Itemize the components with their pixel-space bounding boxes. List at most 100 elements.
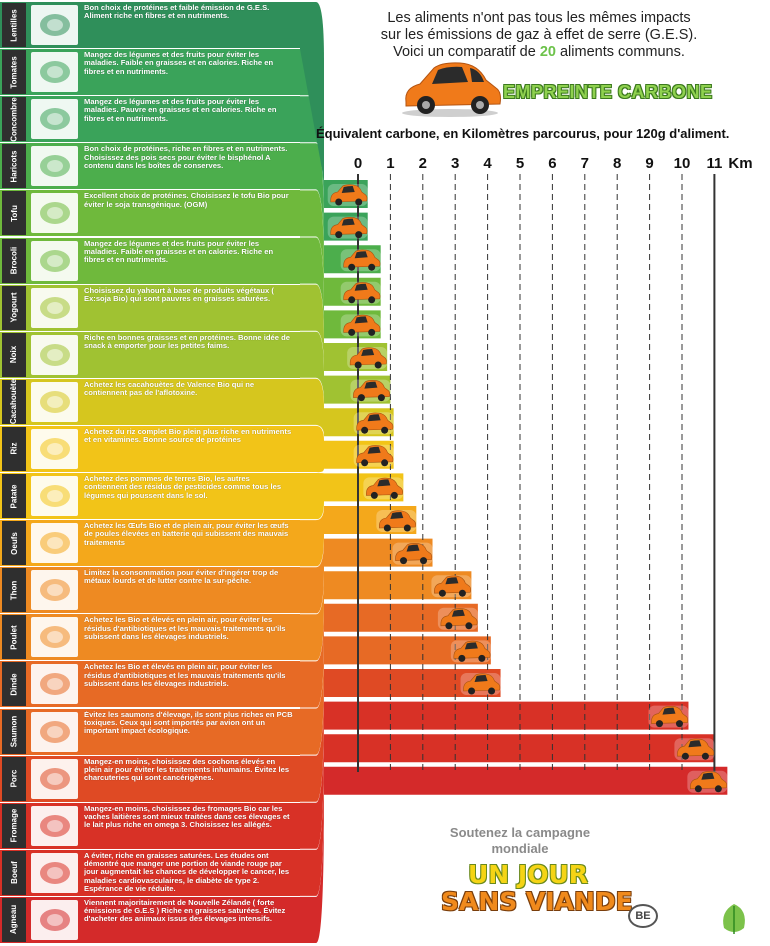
slogan-sans-viande: SANS VIANDE [441, 887, 633, 916]
car-icon [648, 705, 689, 728]
food-description: Viennent majoritairement de Nouvelle Zél… [84, 898, 286, 924]
food-row: Dinde Achetez les Bio et élevés en plein … [0, 661, 300, 708]
food-name-tab: Tomates [2, 50, 26, 95]
food-description: A éviter, riche en graisses saturées. Le… [84, 851, 290, 893]
food-description: Excellent choix de protéines. Choisissez… [84, 192, 289, 209]
food-row: Porc Mangez-en moins, choisissez des coch… [0, 755, 300, 802]
food-row: Oeufs Achetez les Œufs Bio et de plein ai… [0, 520, 300, 567]
car-icon [460, 673, 501, 695]
food-description: Achetez des pommes de terres Bio, les au… [84, 475, 282, 500]
food-row: Agneau Viennent majoritairement de Nouvel… [0, 896, 300, 943]
x-tick-label: 10 [674, 155, 691, 172]
food-row: Tomates Mangez des légumes et des fruits … [0, 49, 300, 96]
car-icon [340, 249, 381, 272]
food-description: Bon choix de protéines, riche en fibres … [84, 145, 288, 170]
x-tick-label: 9 [645, 155, 653, 172]
x-tick-label: 4 [483, 155, 492, 172]
car-icon [376, 510, 417, 532]
food-row: Poulet Achetez les Bio et élevés en plein… [0, 614, 300, 661]
car-icon [327, 184, 368, 206]
food-row: Boeuf A éviter, riche en graisses saturée… [0, 849, 300, 896]
rice-icon [31, 428, 78, 469]
car-icon [363, 477, 404, 500]
food-row: Saumon Évitez les saumons d'élevage, ils … [0, 708, 300, 755]
tuna-icon [31, 570, 78, 611]
headline-line-1: Les aliments n'ont pas tous les mêmes im… [387, 10, 691, 26]
food-row: Noix Riche en bonnes graisses et en proté… [0, 331, 300, 378]
x-unit-label: Km [728, 155, 752, 172]
campaign-text: Soutenez la campagne mondiale [405, 825, 635, 857]
food-description: Riche en bonnes graisses et en protéines… [84, 333, 290, 350]
food-row: Haricots Bon choix de protéines, riche en… [0, 143, 300, 190]
x-tick-label: 3 [451, 155, 459, 172]
car-icon [353, 412, 394, 435]
food-name-tab: Oeufs [2, 521, 26, 566]
food-description: Limitez la consommation pour éviter d'in… [84, 569, 279, 586]
x-tick-label: 0 [354, 155, 362, 172]
tofu-icon [31, 193, 78, 234]
food-description: Mangez des légumes et des fruits pour év… [84, 98, 277, 123]
headline: Les aliments n'ont pas tous les mêmes im… [354, 10, 724, 61]
food-name-tab: Porc [2, 756, 26, 801]
yogurt-icon [31, 287, 78, 328]
car-icon [437, 607, 478, 630]
car-icon [327, 216, 368, 239]
food-row: Patate Achetez des pommes de terres Bio, … [0, 473, 300, 520]
food-name-tab: Cacahouète [2, 379, 26, 425]
turkey-icon [31, 664, 78, 705]
food-description: Évitez les saumons d'élevage, ils sont p… [84, 710, 293, 736]
food-description: Mangez-en moins, choisissez des cochons … [84, 757, 290, 783]
chart-title: Équivalent carbone, en Kilomètres parcou… [316, 126, 730, 141]
x-tick-label: 5 [516, 155, 524, 172]
lentils-icon [31, 5, 78, 46]
bar-tofu [300, 190, 381, 306]
x-tick-label: 8 [613, 155, 621, 172]
car-icon [687, 770, 728, 793]
food-description: Mangez des légumes et des fruits pour év… [84, 51, 274, 76]
peanut-icon [31, 381, 78, 422]
food-description: Choisissez du yahourt à base de produits… [84, 286, 274, 303]
beans-icon [31, 146, 78, 187]
bar-poulet [300, 571, 472, 661]
food-row: Thon Limitez la consommation pour éviter … [0, 567, 300, 614]
food-description: Achetez les Œufs Bio et de plein air, po… [84, 522, 289, 547]
headline-count: 20 [539, 44, 556, 60]
food-row: Concombre Mangez des légumes et des fruit… [0, 96, 300, 143]
food-description: Mangez-en moins, choisissez des fromages… [84, 804, 290, 830]
food-name-tab: Boeuf [2, 850, 26, 895]
headline-pre: Voici un comparatif de [393, 44, 540, 60]
car-icon [353, 444, 394, 467]
food-name-tab: Tofu [2, 191, 26, 236]
salmon-icon [31, 711, 78, 752]
bar-brocoli [300, 237, 381, 339]
car-icon [350, 379, 391, 402]
food-description: Achetez les cacahouètes de Valence Bio q… [84, 380, 255, 398]
headline-post: aliments communs. [555, 44, 685, 60]
lamb-icon [31, 899, 78, 940]
tomato-icon [31, 52, 78, 93]
bar-boeuf [300, 734, 715, 896]
food-row: Yogourt Choisissez du yahourt à base de p… [0, 284, 300, 331]
bar-haricots [300, 143, 381, 274]
food-description: Achetez les Bio et élevés en plein air, … [84, 663, 286, 688]
cucumber-icon [31, 99, 78, 140]
bar-dinde [300, 603, 478, 708]
chicken-icon [31, 617, 78, 658]
food-description: Bon choix de protéines et faible émissio… [84, 4, 270, 21]
car-icon [431, 575, 472, 598]
car-icon [347, 347, 388, 369]
headline-line-3: Voici un comparatif de 20 aliments commu… [354, 44, 724, 61]
food-name-tab: Lentilles [2, 3, 26, 48]
be-badge: BE [628, 904, 658, 928]
headline-line-2: sur les émissions de gaz à effet de serr… [380, 27, 698, 43]
food-name-tab: Saumon [2, 709, 26, 754]
food-name-tab: Agneau [2, 897, 26, 942]
food-row: Tofu Excellent choix de protéines. Choisi… [0, 190, 300, 237]
bar-agneau [300, 766, 728, 944]
food-name-tab: Noix [2, 332, 26, 377]
food-description: Achetez du riz complet Bio plein plus ri… [84, 427, 292, 445]
brand-title: EMPREINTE CARBONE [503, 82, 713, 102]
logo-car-icon [402, 62, 501, 117]
food-name-tab: Riz [2, 426, 26, 471]
